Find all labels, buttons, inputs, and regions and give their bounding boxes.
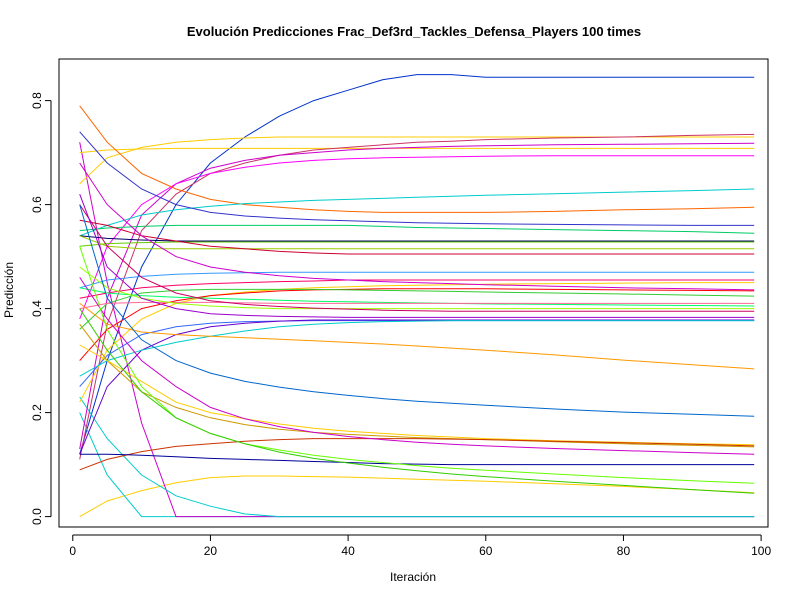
- x-axis-label: Iteración: [390, 570, 436, 584]
- x-tick-label: 40: [341, 544, 355, 558]
- series-line-24: [79, 288, 755, 330]
- series-line-1: [79, 74, 755, 455]
- x-tick-label: 0: [69, 544, 76, 558]
- series-line-32: [79, 320, 755, 377]
- series-line-25: [79, 287, 755, 307]
- series-line-22: [79, 162, 755, 291]
- series-line-18: [79, 219, 755, 255]
- x-tick-label: 60: [479, 544, 493, 558]
- series-line-10: [79, 155, 755, 320]
- y-tick-label: 0.4: [30, 300, 44, 317]
- series-line-34: [79, 204, 755, 417]
- y-axis: 0.0 0.2 0.4 0.6 0.8: [30, 92, 52, 525]
- series-line-7: [79, 147, 755, 154]
- series-line-23: [79, 288, 755, 361]
- chart-title: Evolución Predicciones Frac_Def3rd_Tackl…: [187, 24, 641, 39]
- y-tick-label: 0.0: [30, 508, 44, 525]
- series-line-38: [79, 277, 755, 455]
- series-line-8: [79, 133, 755, 460]
- x-axis: 0 20 40 60 80 100: [69, 534, 771, 558]
- series-line-30: [79, 320, 755, 387]
- x-tick-label: 20: [204, 544, 218, 558]
- series-line-6: [79, 136, 755, 185]
- series-line-39: [79, 453, 755, 466]
- plot-frame: [58, 58, 769, 528]
- series-line-12: [79, 188, 755, 237]
- series-line-31: [79, 319, 755, 455]
- series-line-41: [79, 308, 755, 494]
- y-tick-label: 0.6: [30, 196, 44, 213]
- series-line-9: [79, 142, 755, 450]
- series-line-35: [79, 323, 755, 448]
- series-line-5: [79, 396, 755, 518]
- y-axis-label: Predicción: [2, 262, 16, 318]
- y-tick-label: 0.8: [30, 92, 44, 109]
- series-line-29: [79, 194, 755, 318]
- series-line-14: [79, 224, 755, 234]
- series-line-19: [79, 271, 755, 289]
- series-line-40: [79, 246, 755, 484]
- y-tick-label: 0.2: [30, 404, 44, 421]
- series-line-21: [79, 282, 755, 403]
- series-line-28: [79, 204, 755, 312]
- series-layer: [79, 74, 755, 518]
- series-line-2: [79, 475, 755, 518]
- series-line-16: [79, 241, 755, 247]
- series-line-13: [79, 131, 755, 226]
- series-line-17: [79, 235, 755, 250]
- series-line-15: [79, 235, 755, 242]
- series-line-37: [79, 438, 755, 471]
- series-line-11: [79, 105, 755, 213]
- x-tick-label: 80: [617, 544, 631, 558]
- series-line-36: [79, 344, 755, 446]
- x-tick-label: 100: [751, 544, 771, 558]
- series-line-26: [79, 301, 755, 310]
- series-line-33: [79, 303, 755, 370]
